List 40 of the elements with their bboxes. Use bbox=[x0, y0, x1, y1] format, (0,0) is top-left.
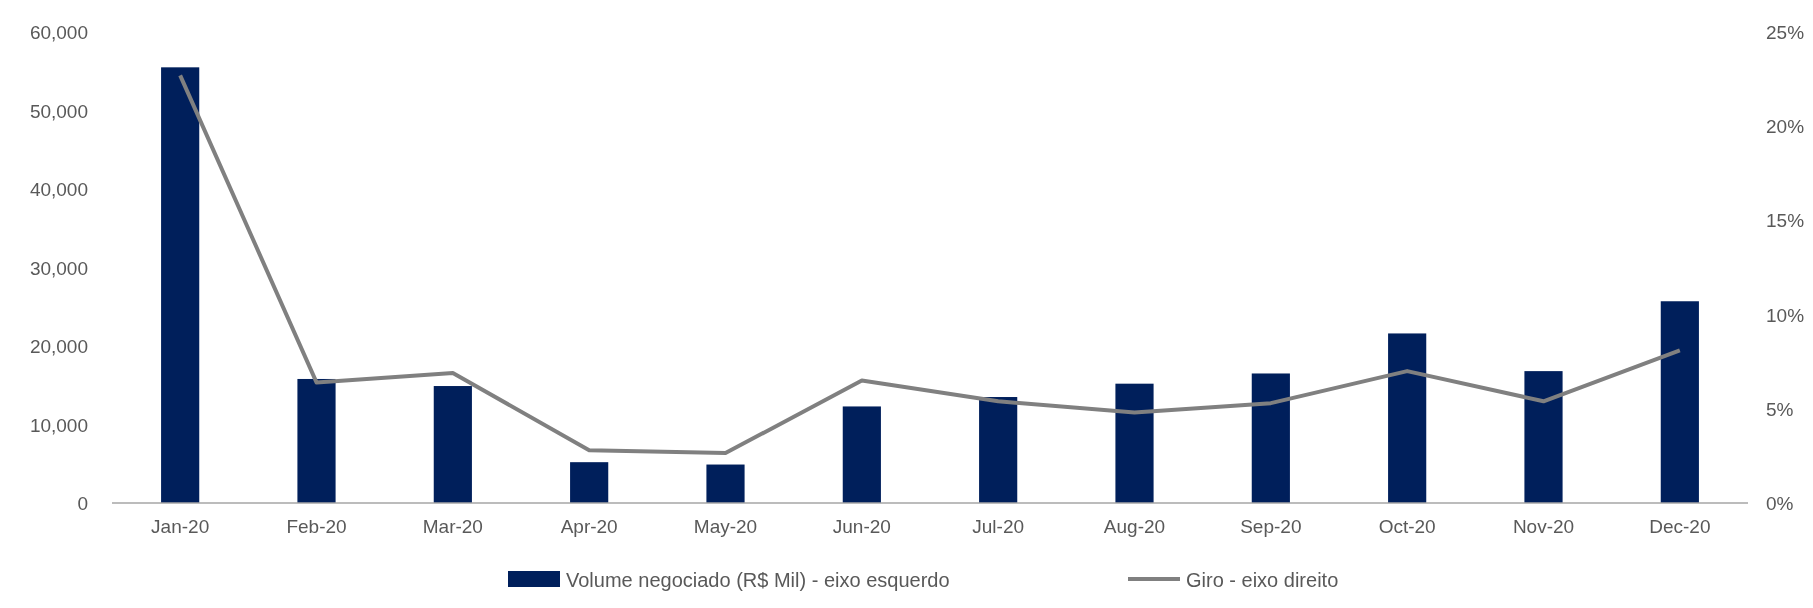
x-tick-label: Feb-20 bbox=[286, 516, 347, 537]
bar bbox=[161, 67, 200, 503]
x-tick-label: Jan-20 bbox=[151, 516, 210, 537]
bar bbox=[570, 462, 609, 503]
y-tick-label: 30,000 bbox=[29, 257, 88, 279]
bar bbox=[1251, 373, 1290, 503]
y-tick-label: 20,000 bbox=[29, 336, 88, 357]
x-tick-label: May-20 bbox=[693, 516, 758, 537]
y2-tick-label: 20% bbox=[1766, 116, 1805, 138]
bar bbox=[433, 386, 472, 503]
bar bbox=[1388, 333, 1427, 503]
bar bbox=[1524, 371, 1563, 503]
x-tick-label: Oct-20 bbox=[1378, 516, 1436, 537]
y-tick-label: 40,000 bbox=[29, 179, 88, 200]
x-tick-label: Jun-20 bbox=[832, 516, 891, 537]
y-tick-label: 60,000 bbox=[29, 22, 88, 43]
x-tick-label: Aug-20 bbox=[1103, 516, 1166, 537]
y2-tick-label: 0% bbox=[1766, 493, 1794, 514]
bar bbox=[1660, 301, 1699, 503]
bar bbox=[842, 406, 881, 503]
y2-tick-label: 10% bbox=[1766, 304, 1805, 326]
x-tick-label: Nov-20 bbox=[1512, 516, 1575, 537]
y-tick-label: 10,000 bbox=[29, 414, 88, 436]
bar bbox=[979, 397, 1018, 503]
y-tick-label: 50,000 bbox=[29, 100, 88, 122]
bar bbox=[297, 378, 336, 503]
y2-tick-label: 5% bbox=[1766, 398, 1794, 420]
bar bbox=[706, 464, 745, 503]
y-tick-label: 0 bbox=[77, 493, 88, 514]
bar bbox=[1115, 383, 1154, 503]
x-tick-label: Sep-20 bbox=[1240, 516, 1302, 537]
legend-label: Giro - eixo direito bbox=[1186, 569, 1339, 591]
x-tick-label: Apr-20 bbox=[560, 516, 618, 537]
legend-label: Volume negociado (R$ Mil) - eixo esquerdo bbox=[566, 569, 950, 591]
x-tick-label: Mar-20 bbox=[422, 516, 483, 537]
x-tick-label: Dec-20 bbox=[1649, 516, 1711, 537]
line-series bbox=[178, 73, 1682, 456]
y2-tick-label: 25% bbox=[1766, 22, 1805, 43]
x-tick-label: Jul-20 bbox=[972, 516, 1025, 537]
y2-tick-label: 15% bbox=[1766, 210, 1805, 232]
